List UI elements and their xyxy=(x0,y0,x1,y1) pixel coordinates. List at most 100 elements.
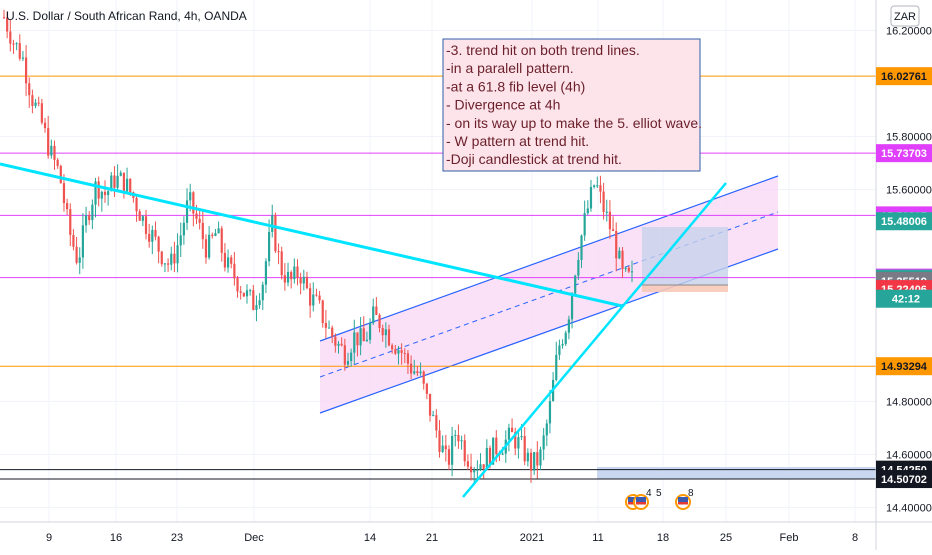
candle-body-64 xyxy=(204,239,208,258)
chart-title: U.S. Dollar / South African Rand, 4h, OA… xyxy=(6,9,247,23)
candle-body-168 xyxy=(533,452,536,471)
candle-body-13 xyxy=(43,122,47,129)
candle-body-129 xyxy=(409,363,413,374)
candle-body-2 xyxy=(9,31,12,44)
candle-body-73 xyxy=(233,263,236,279)
candle-body-187 xyxy=(593,185,596,187)
candle-body-20 xyxy=(66,203,69,210)
candle-body-109 xyxy=(346,360,350,365)
candle-body-34 xyxy=(110,175,113,192)
candle-body-37 xyxy=(119,172,122,176)
price-badge-text-14.50702: 14.50702 xyxy=(881,474,927,486)
candle-body-176 xyxy=(558,345,561,355)
candle-body-103 xyxy=(327,327,331,329)
y-tick-label-4: 14.60000 xyxy=(886,449,932,461)
candle-body-120 xyxy=(381,327,384,336)
candle-body-36 xyxy=(116,175,119,188)
candle-body-195 xyxy=(618,250,621,259)
candle-body-79 xyxy=(252,290,255,310)
event-flag-icon-1-stripe xyxy=(628,502,638,505)
candle-body-91 xyxy=(290,272,293,280)
candle-body-194 xyxy=(615,230,618,259)
candle-body-76 xyxy=(242,292,245,297)
candle-body-170 xyxy=(539,449,542,466)
candle-body-188 xyxy=(596,185,599,187)
candle-body-17 xyxy=(56,159,59,166)
price-badge-16.02761 xyxy=(876,67,932,86)
candle-body-122 xyxy=(387,329,391,346)
candle-body-69 xyxy=(220,228,223,253)
annotation-line-6: -Doji candlestick at trend hit. xyxy=(446,151,622,167)
candle-body-54 xyxy=(173,253,176,264)
candle-body-184 xyxy=(583,213,586,236)
candle-body-171 xyxy=(542,435,545,450)
candle-body-135 xyxy=(428,393,432,416)
candle-body-85 xyxy=(271,215,274,232)
candle-body-65 xyxy=(208,234,211,258)
candle-body-132 xyxy=(419,371,422,374)
candle-body-57 xyxy=(182,222,185,236)
candle-body-189 xyxy=(599,185,602,192)
candle-body-163 xyxy=(517,437,520,449)
countdown-text: 42:12 xyxy=(892,294,920,306)
candle-body-199 xyxy=(630,271,634,273)
candle-body-66 xyxy=(211,234,214,236)
candle-body-125 xyxy=(397,350,400,354)
candle-body-127 xyxy=(403,352,406,354)
candle-body-62 xyxy=(198,218,201,223)
candle-body-83 xyxy=(264,261,268,285)
event-flag-icon-2-stripe xyxy=(636,502,646,505)
candle-body-123 xyxy=(391,345,394,350)
candle-body-164 xyxy=(520,436,523,438)
candle-body-98 xyxy=(312,294,315,306)
target-zone-box xyxy=(642,227,728,285)
candle-body-14 xyxy=(47,128,50,156)
candle-body-44 xyxy=(141,216,144,221)
candle-body-150 xyxy=(476,469,479,471)
candle-body-58 xyxy=(185,200,189,223)
candle-body-31 xyxy=(100,191,103,199)
candle-body-138 xyxy=(438,430,441,452)
levels-layer xyxy=(0,75,876,480)
candle-body-121 xyxy=(384,329,387,336)
candle-body-154 xyxy=(488,447,492,465)
x-tick-label-5: 21 xyxy=(426,532,438,544)
candle-body-106 xyxy=(337,343,340,346)
candle-body-181 xyxy=(574,275,577,294)
candle-body-152 xyxy=(482,464,485,469)
candle-body-155 xyxy=(492,437,495,465)
event-flag-icon-3-stripe xyxy=(678,502,688,505)
candle-body-144 xyxy=(457,434,460,442)
candle-body-185 xyxy=(586,208,589,214)
candle-body-5 xyxy=(18,43,21,59)
x-tick-label-4: 14 xyxy=(364,532,376,544)
candle-body-167 xyxy=(529,452,533,471)
candle-body-48 xyxy=(154,229,157,237)
candle-body-49 xyxy=(157,236,160,252)
candle-body-4 xyxy=(15,43,18,45)
candle-body-51 xyxy=(163,263,167,265)
candle-body-95 xyxy=(302,276,305,284)
candle-body-40 xyxy=(129,178,132,193)
candle-body-115 xyxy=(365,339,369,342)
candle-body-92 xyxy=(293,266,296,280)
candle-body-0 xyxy=(2,17,6,19)
candle-body-111 xyxy=(353,332,356,353)
candle-body-22 xyxy=(72,234,75,247)
y-tick-label-0: 16.20000 xyxy=(886,25,932,37)
candle-body-50 xyxy=(160,251,163,265)
candle-body-114 xyxy=(362,328,365,342)
candle-body-10 xyxy=(34,102,37,106)
descending-trendline xyxy=(0,162,623,308)
candle-body-190 xyxy=(602,191,605,212)
candle-body-68 xyxy=(217,228,220,234)
price-badge-text-15.48006: 15.48006 xyxy=(881,216,927,228)
candle-body-133 xyxy=(422,371,425,384)
candle-body-87 xyxy=(277,251,280,253)
annotation-line-4: - on its way up to make the 5. elliot wa… xyxy=(446,115,702,131)
candle-body-24 xyxy=(78,257,81,263)
price-badge-14.93294 xyxy=(876,357,932,376)
candle-body-70 xyxy=(223,252,227,268)
